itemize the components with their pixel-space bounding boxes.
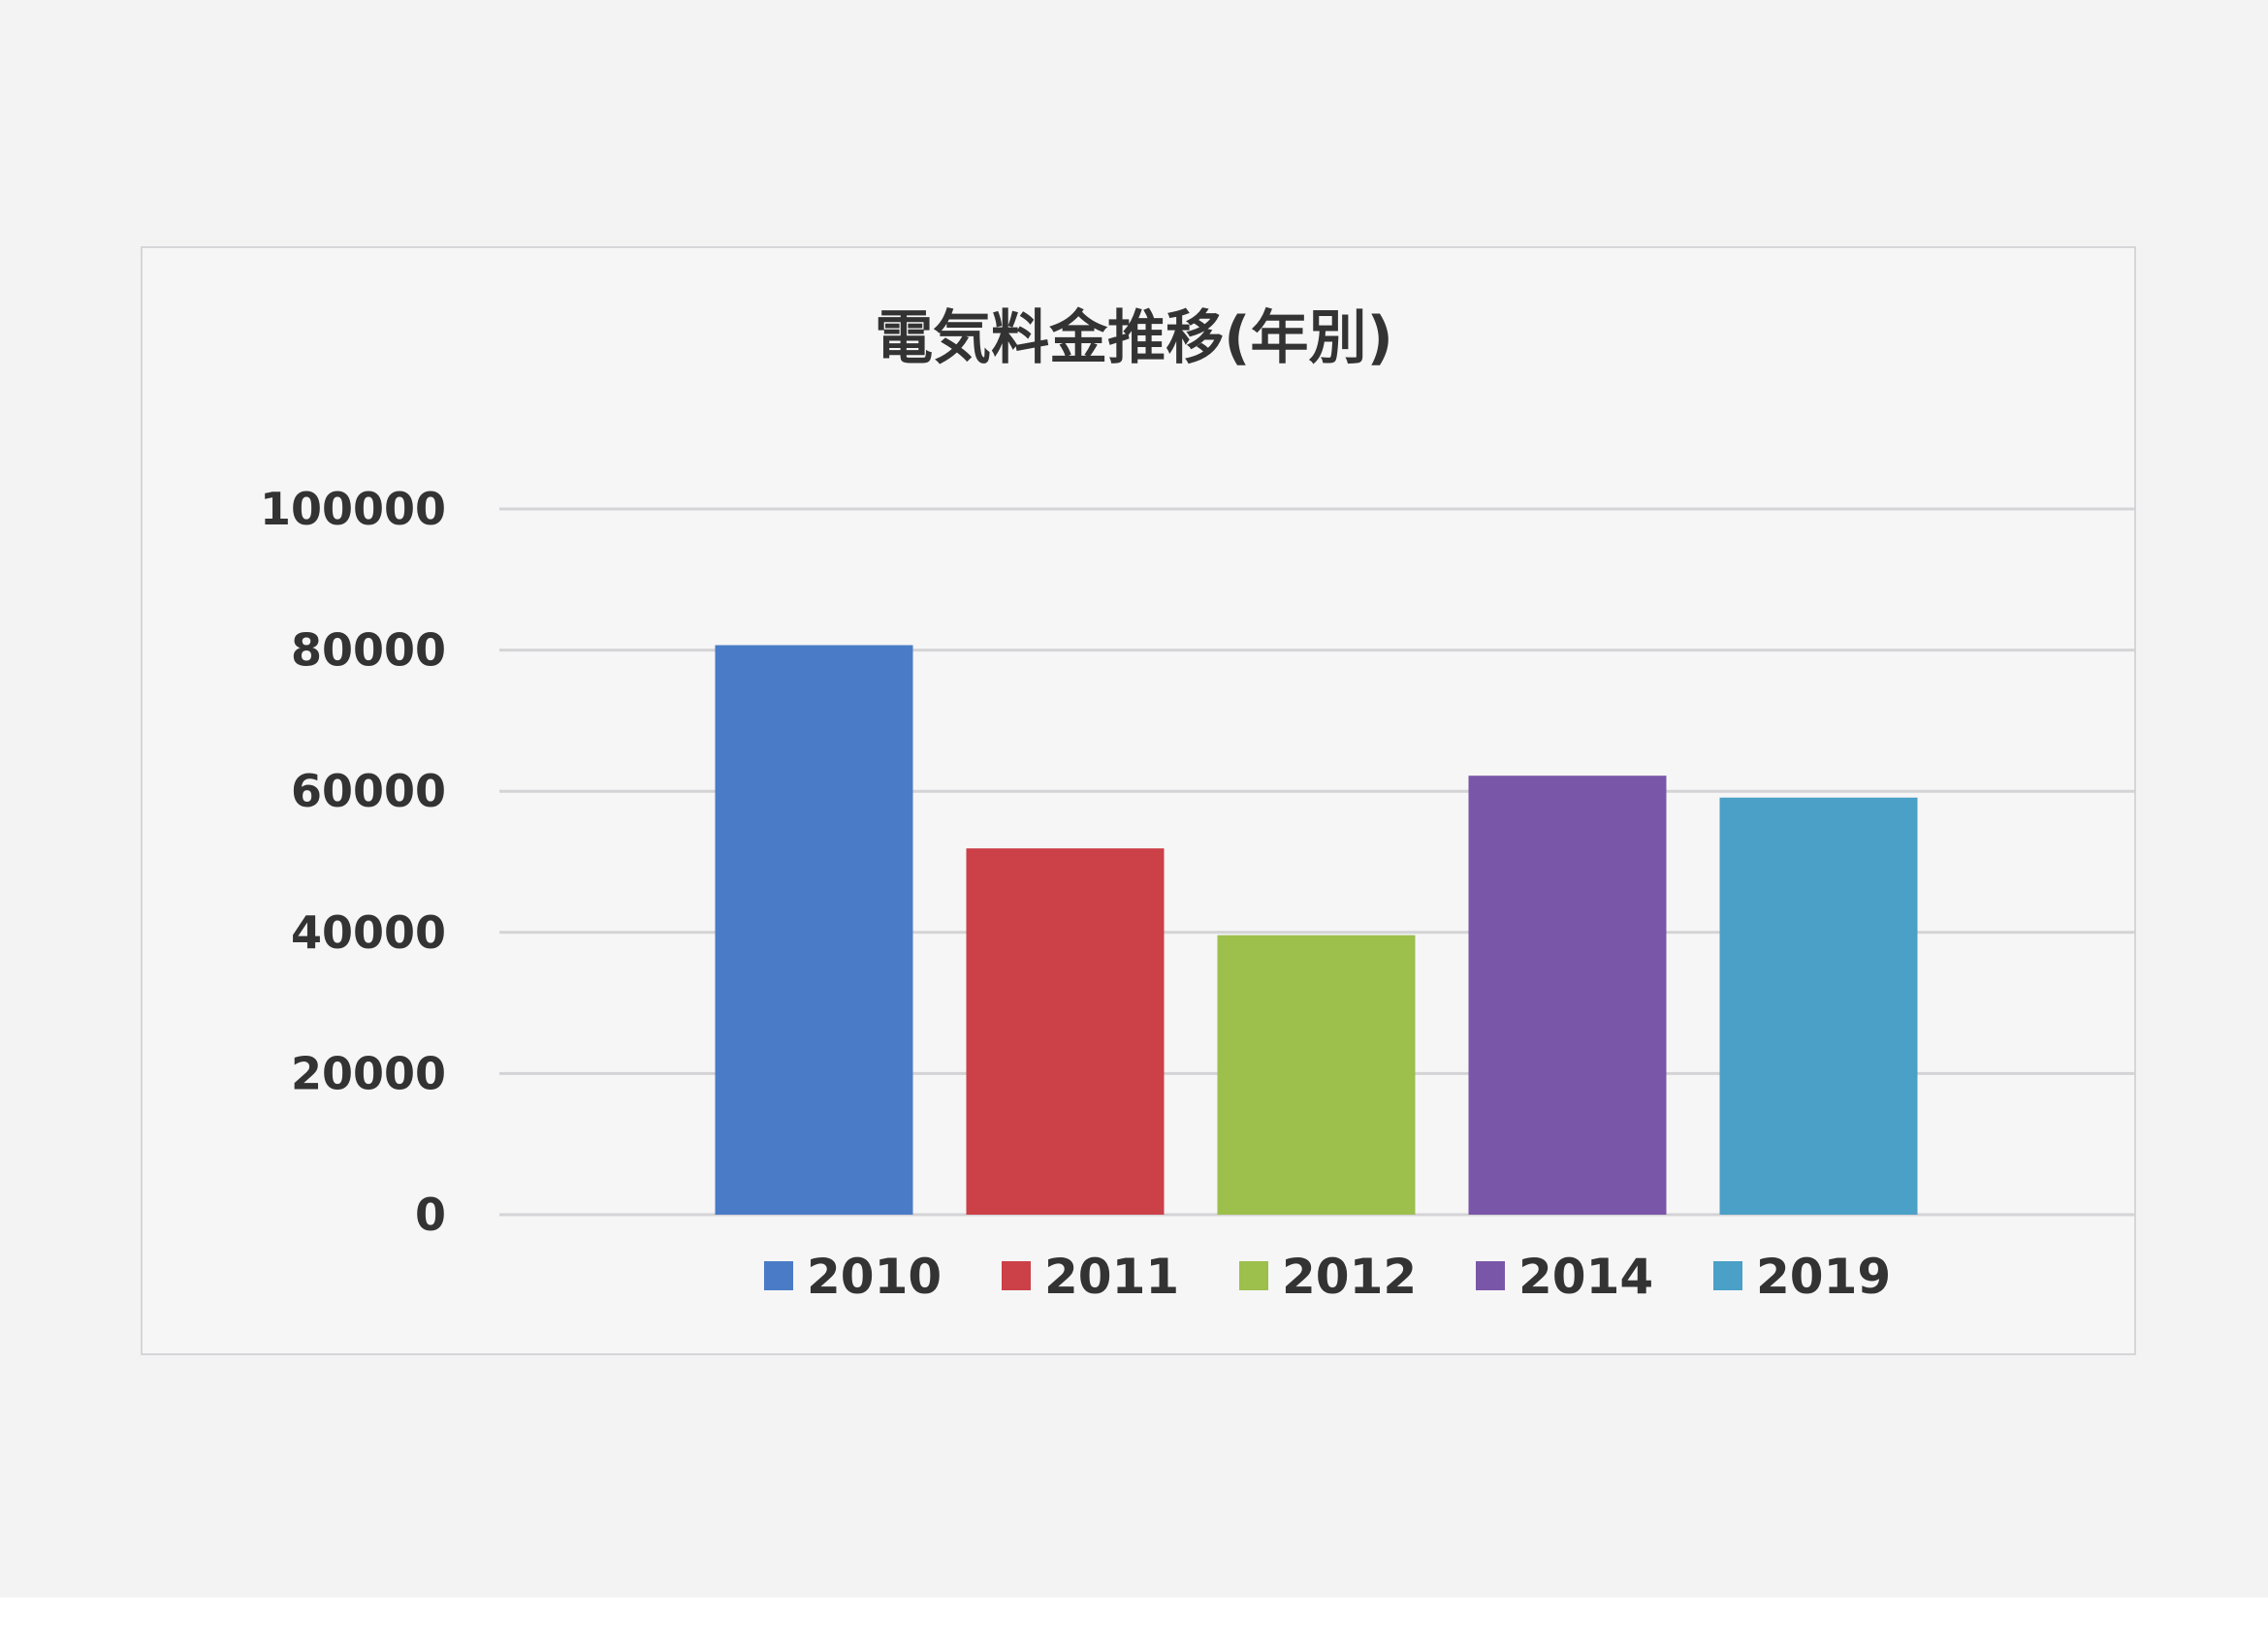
bar-2019 xyxy=(1719,797,1918,1215)
legend-swatch-2011 xyxy=(1002,1261,1031,1290)
legend-swatch-2010 xyxy=(764,1261,793,1290)
legend-label-2011: 2011 xyxy=(1044,1249,1179,1305)
y-tick-label: 40000 xyxy=(291,906,446,959)
y-tick-label: 20000 xyxy=(291,1047,446,1099)
bar-2014 xyxy=(1468,776,1667,1215)
bar-2010 xyxy=(715,645,913,1215)
legend-swatch-2012 xyxy=(1239,1261,1268,1290)
legend-label-2012: 2012 xyxy=(1282,1249,1417,1305)
legend-label-2019: 2019 xyxy=(1756,1249,1891,1305)
y-tick-label: 0 xyxy=(415,1188,446,1241)
legend-swatch-2019 xyxy=(1713,1261,1742,1290)
y-tick-label: 80000 xyxy=(291,624,446,677)
y-tick-label: 60000 xyxy=(291,765,446,817)
y-tick-label: 100000 xyxy=(260,483,446,535)
bar-2011 xyxy=(966,848,1165,1215)
legend-label-2010: 2010 xyxy=(807,1249,942,1305)
page-bottom-strip xyxy=(0,1598,2268,1648)
bar-2012 xyxy=(1217,935,1416,1215)
legend-swatch-2014 xyxy=(1476,1261,1505,1290)
legend-label-2014: 2014 xyxy=(1518,1249,1653,1305)
chart-title: 電気料金推移(年別) xyxy=(875,304,1393,372)
